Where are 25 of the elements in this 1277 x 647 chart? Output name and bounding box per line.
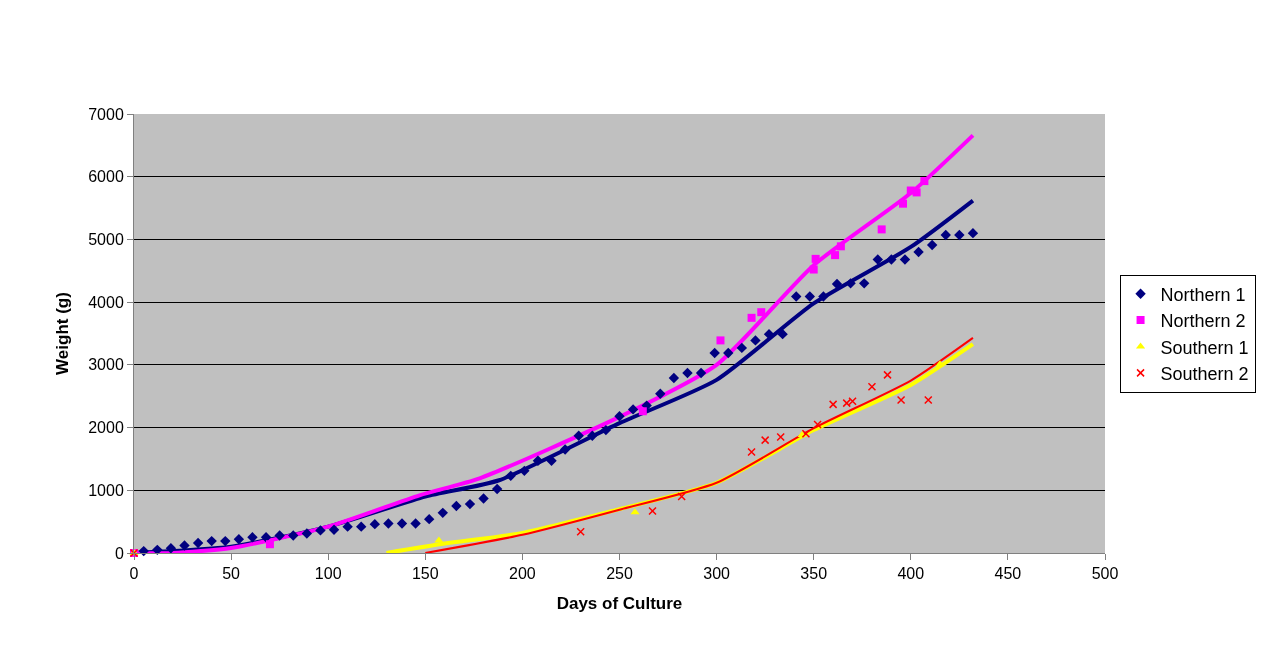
x-tick-label: 350 <box>800 565 828 583</box>
x-tick-label: 450 <box>994 565 1022 583</box>
x-tick-label: 150 <box>411 565 439 583</box>
x-tick-label: 300 <box>703 565 731 583</box>
x-tick-label: 50 <box>222 565 241 583</box>
x-tick-label: 200 <box>509 565 536 583</box>
y-tick-label: 3000 <box>88 356 124 374</box>
x-tick-label: 100 <box>314 565 342 583</box>
x-tick-label: 400 <box>897 565 925 583</box>
y-axis-title: Weight (g) <box>52 292 72 375</box>
legend-label: Northern 1 <box>1160 284 1246 305</box>
legend-label: Northern 2 <box>1160 311 1246 332</box>
legend-label: Southern 2 <box>1160 363 1249 384</box>
legend-label: Southern 1 <box>1160 337 1249 358</box>
y-tick-label: 6000 <box>88 168 124 186</box>
y-tick-label: 1000 <box>88 481 124 499</box>
y-tick-label: 5000 <box>88 231 124 249</box>
x-axis-title: Days of Culture <box>556 593 683 613</box>
y-tick-label: 0 <box>114 544 124 562</box>
y-tick-label: 2000 <box>88 419 124 437</box>
y-tick-label: 7000 <box>88 105 124 123</box>
x-tick-label: 500 <box>1091 565 1119 583</box>
x-tick-label: 0 <box>129 565 139 583</box>
x-tick-label: 250 <box>606 565 633 583</box>
y-tick-label: 4000 <box>88 293 124 311</box>
